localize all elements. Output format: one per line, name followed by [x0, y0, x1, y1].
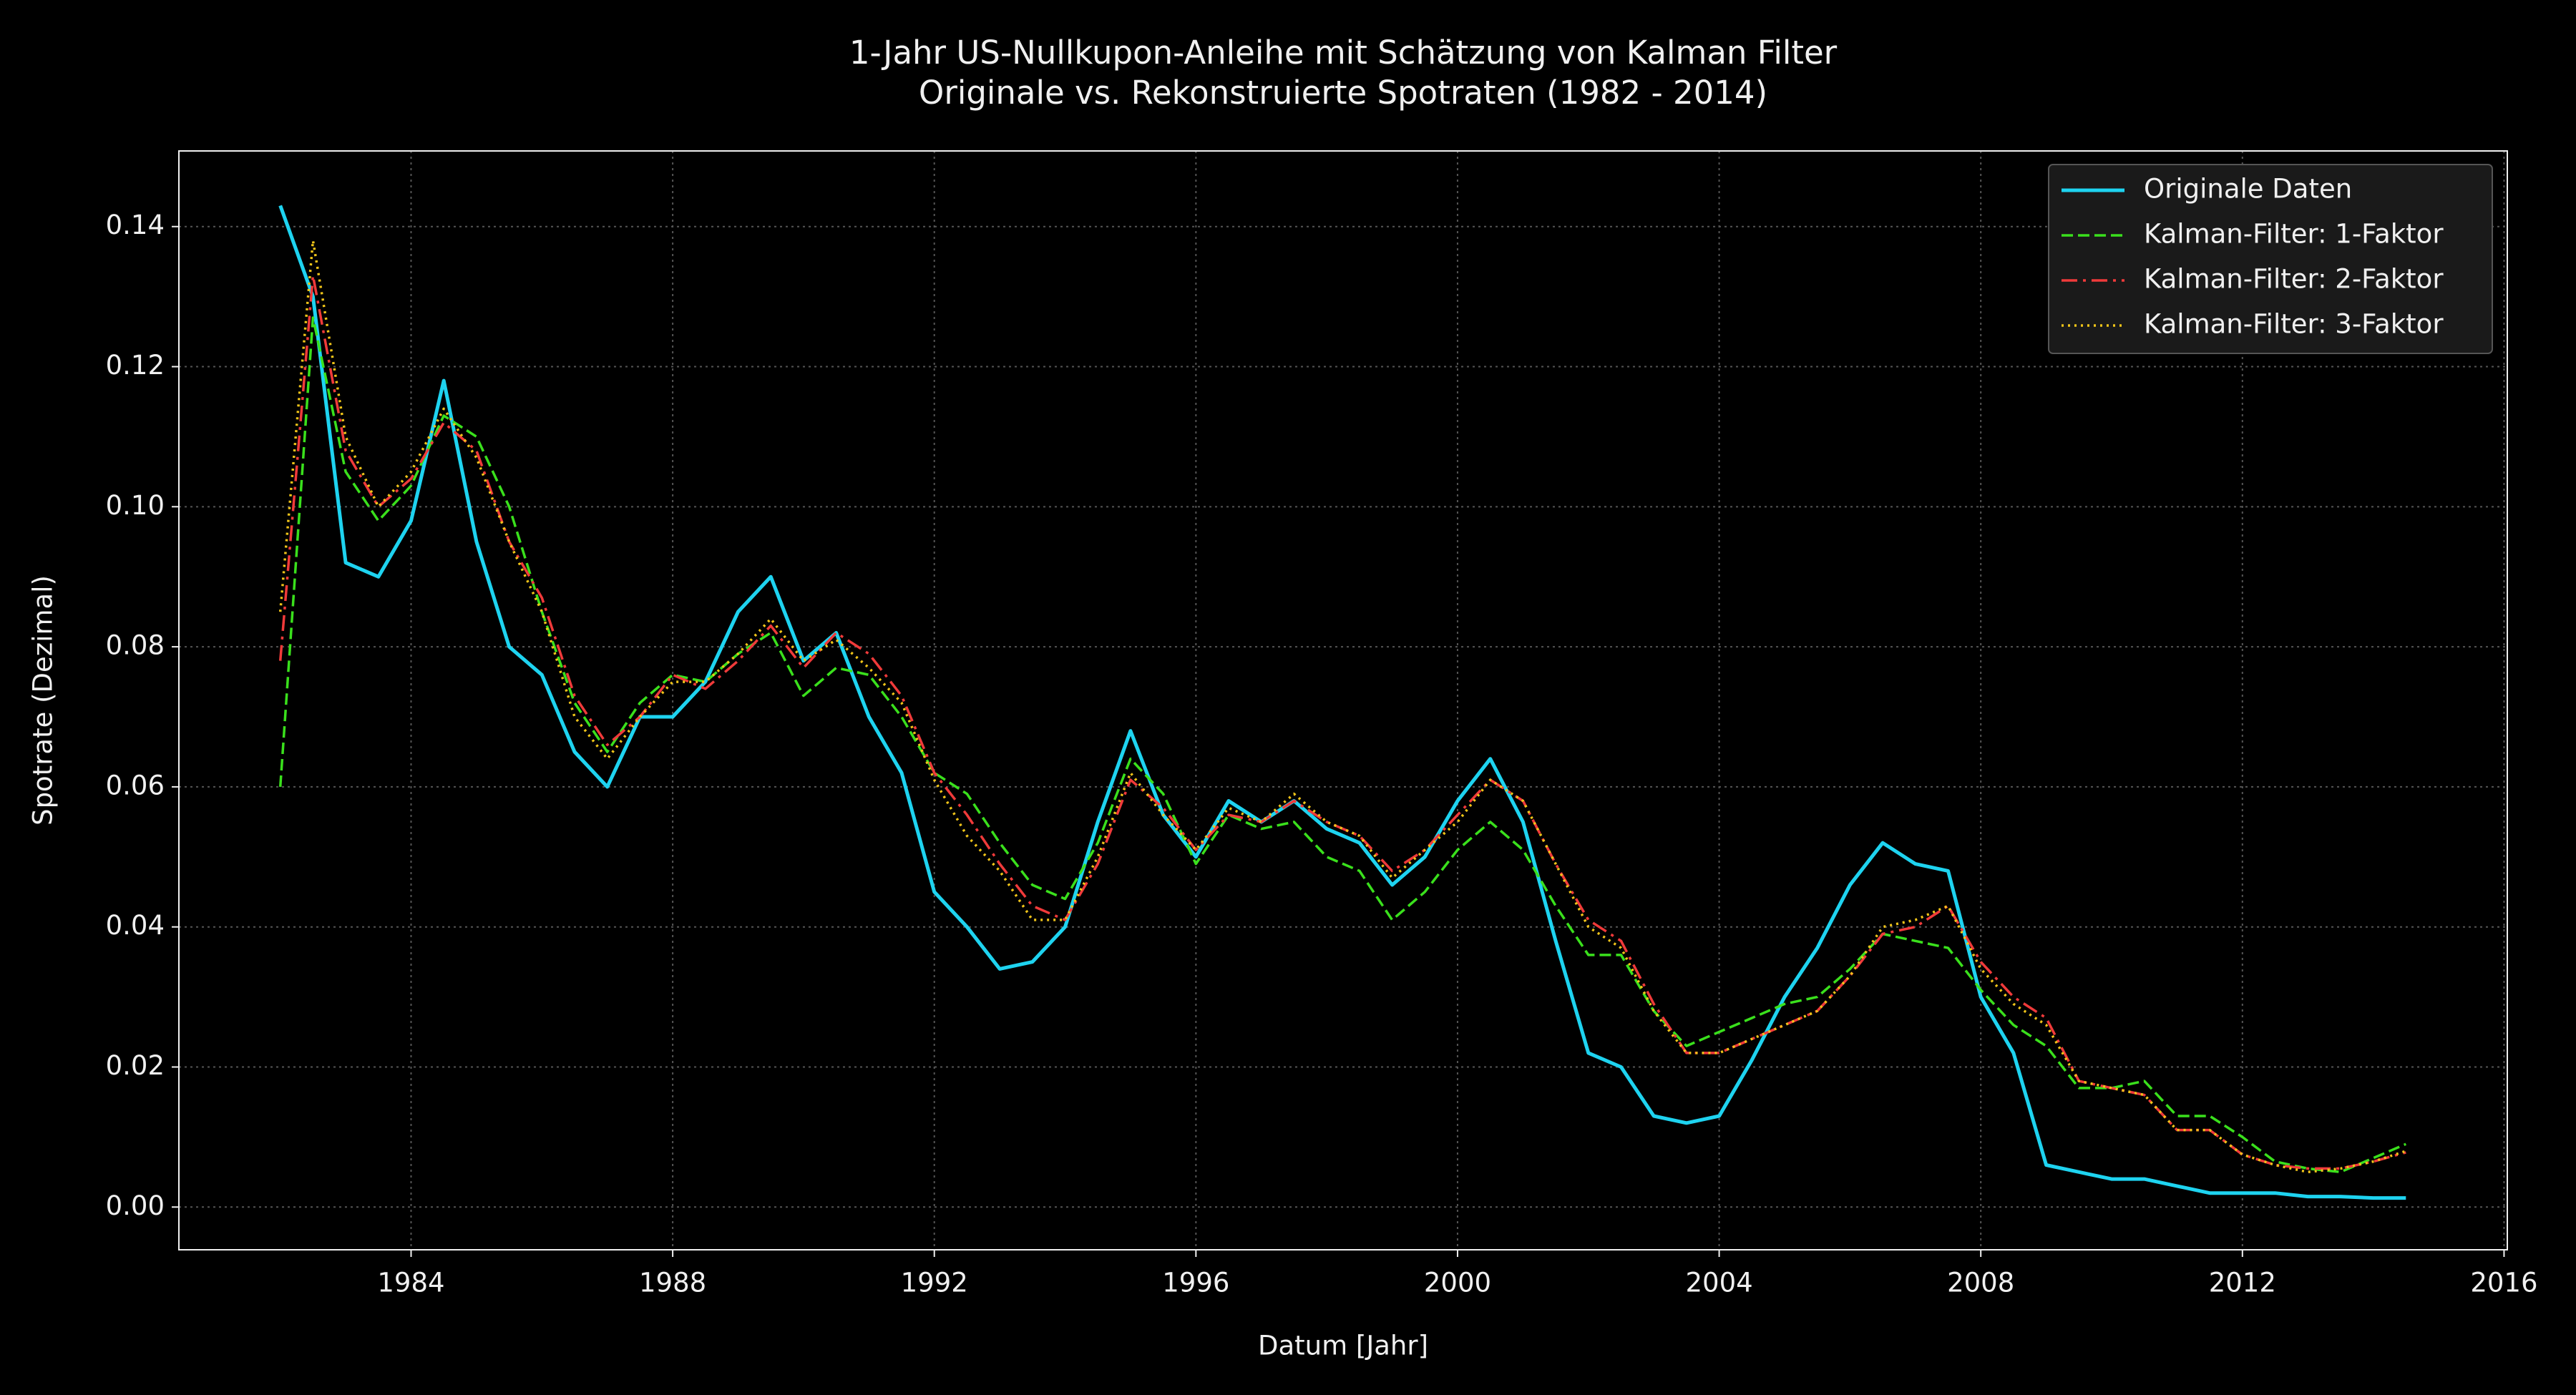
x-tick-label: 1992 [901, 1268, 968, 1298]
x-tick-label: 1996 [1162, 1268, 1229, 1298]
chart-subtitle: Originale vs. Rekonstruierte Spotraten (… [919, 74, 1767, 112]
x-axis-label: Datum [Jahr] [1258, 1331, 1428, 1361]
chart-title: 1-Jahr US-Nullkupon-Anleihe mit Schätzun… [849, 34, 1838, 72]
legend-label: Kalman-Filter: 1-Faktor [2144, 219, 2444, 250]
x-tick-label: 2012 [2209, 1268, 2276, 1298]
series-line [278, 274, 2406, 1170]
y-tick-label: 0.02 [106, 1050, 165, 1081]
x-tick-label: 1984 [377, 1268, 444, 1298]
legend-box [2048, 164, 2493, 354]
legend-label: Kalman-Filter: 2-Faktor [2144, 264, 2444, 295]
y-tick-label: 0.08 [106, 630, 165, 661]
y-tick-label: 0.12 [106, 350, 165, 381]
x-tick-label: 2000 [1424, 1268, 1491, 1298]
legend-label: Originale Daten [2144, 174, 2352, 205]
x-tick-label: 2008 [1947, 1268, 2014, 1298]
x-tick-label: 2016 [2470, 1268, 2537, 1298]
y-tick-label: 0.04 [106, 910, 165, 941]
y-axis-label: Spotrate (Dezimal) [28, 575, 59, 826]
legend-label: Kalman-Filter: 3-Faktor [2144, 309, 2444, 340]
x-tick-label: 2004 [1685, 1268, 1752, 1298]
series-line [278, 205, 2406, 1200]
x-tick-label: 1988 [639, 1268, 706, 1298]
y-tick-label: 0.06 [106, 770, 165, 801]
series-line [278, 316, 2406, 1174]
y-tick-label: 0.00 [106, 1190, 165, 1221]
y-tick-label: 0.14 [106, 210, 165, 240]
y-tick-label: 0.10 [106, 490, 165, 521]
plot-frame [178, 150, 2508, 1250]
